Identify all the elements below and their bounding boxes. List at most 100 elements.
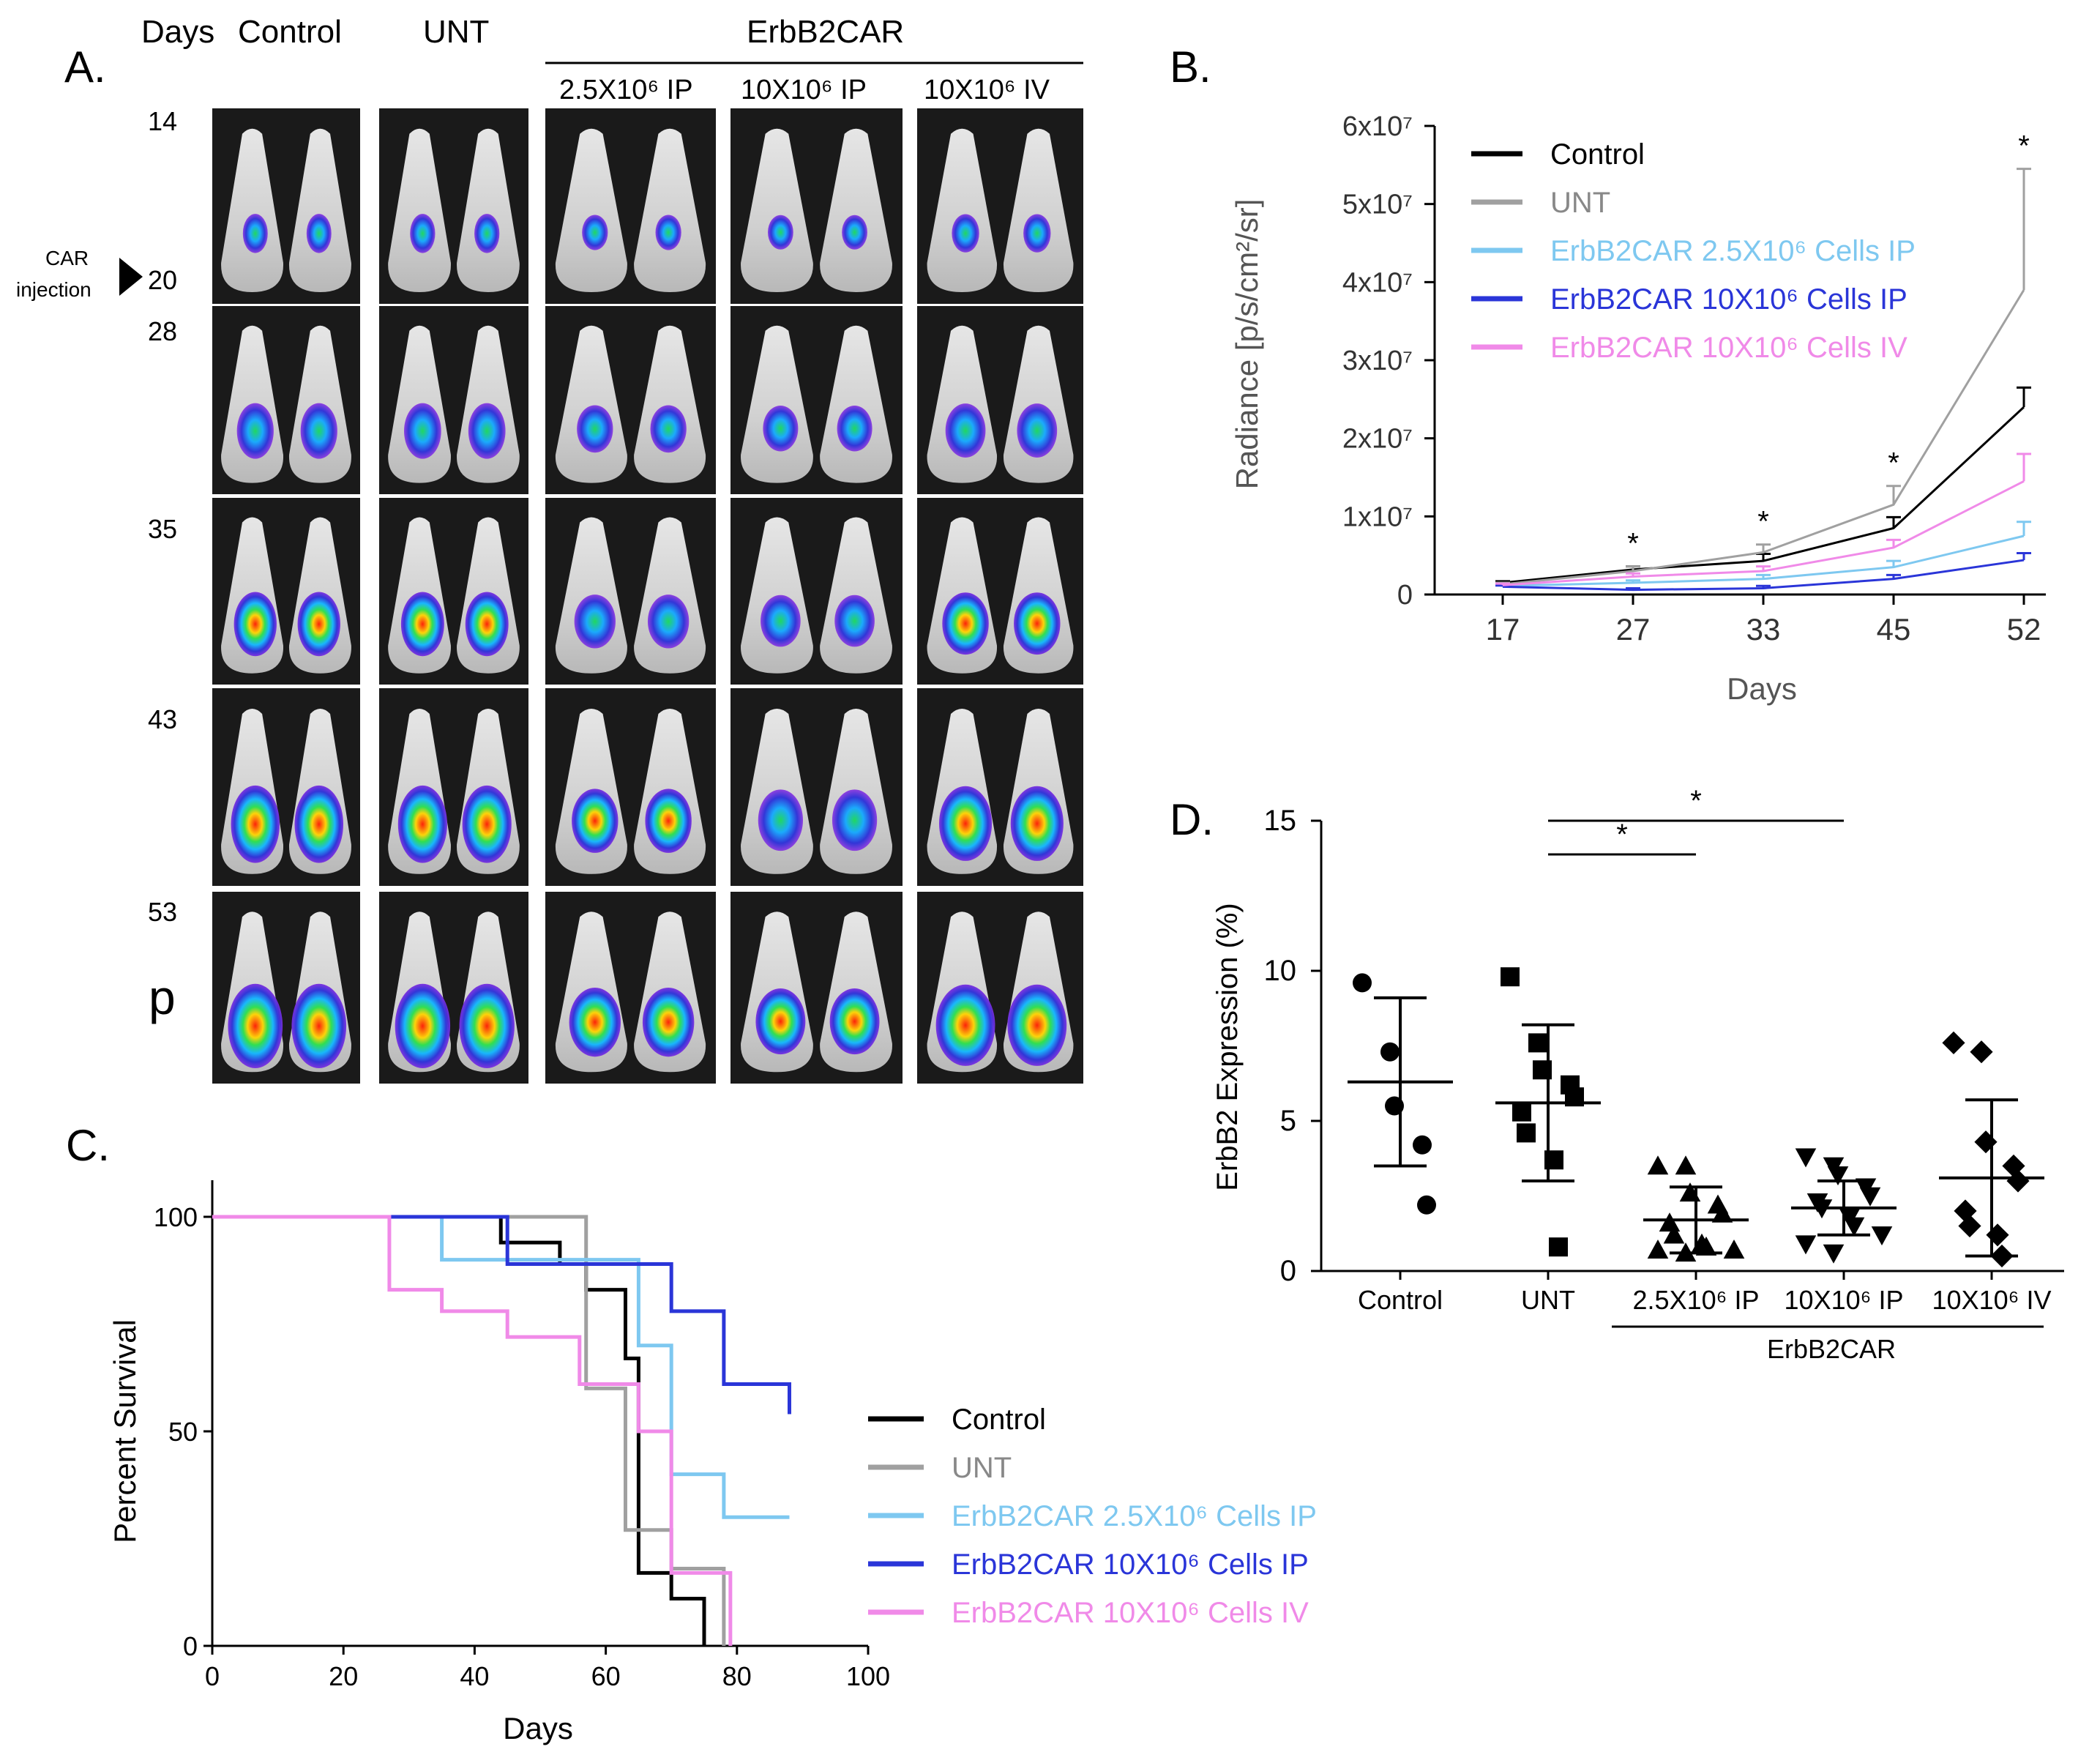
luminescence-signal [1014, 592, 1061, 655]
luminescence-signal [242, 214, 268, 253]
radiance-y-tick-label: 1x10⁷ [1342, 502, 1413, 532]
expression-x-tick-label: Control [1358, 1285, 1443, 1315]
luminescence-signal [763, 406, 799, 452]
survival-x-axis-label: Days [503, 1711, 573, 1745]
luminescence-signal [768, 215, 793, 250]
radiance-x-tick-label: 27 [1616, 612, 1651, 646]
data-point-square [1501, 967, 1520, 987]
data-point-square [1528, 1033, 1547, 1053]
expression-x-tick-label: UNT [1521, 1285, 1575, 1315]
luminescence-signal [1023, 214, 1051, 253]
data-point-diamond [1958, 1214, 1981, 1238]
data-point-triangle-down [1827, 1166, 1849, 1186]
luminescence-signal [228, 983, 283, 1069]
subgroup-header-iv10: 10X10⁶ IV [924, 75, 1050, 105]
luminescence-signal [395, 983, 451, 1069]
radiance-chart: Radiance [p/s/cm²/sr] Days Control UNT Erb… [1230, 111, 2046, 706]
survival-chart: Percent Survival Days Control UNT ErbB2CAR… [108, 1180, 1317, 1745]
data-point-square [1549, 1237, 1568, 1257]
data-point-diamond [2002, 1154, 2025, 1178]
luminescence-signal [300, 403, 337, 459]
luminescence-signal [231, 785, 280, 863]
survival-y-axis-label: Percent Survival [108, 1319, 142, 1543]
luminescence-signal [642, 988, 695, 1057]
expression-y-tick-label: 15 [1264, 805, 1297, 837]
mouse-silhouette [221, 128, 284, 292]
significance-star: * [1690, 785, 1702, 817]
luminescence-signal [569, 988, 621, 1057]
mouse-silhouette [388, 128, 451, 292]
radiance-y-tick-label: 4x10⁷ [1342, 267, 1413, 298]
radiance-significance-star: * [1888, 447, 1899, 480]
luminescence-signal [306, 214, 332, 253]
data-point-diamond [1974, 1130, 1998, 1154]
data-point-triangle-up [1663, 1224, 1685, 1244]
radiance-x-axis-label: Days [1727, 671, 1797, 706]
data-point-triangle-up [1647, 1155, 1669, 1175]
radiance-legend-label: UNT [1550, 187, 1610, 219]
survival-x-tick-label: 80 [722, 1661, 752, 1691]
survival-legend-label: ErbB2CAR 10X10⁶ Cells IP [952, 1548, 1309, 1581]
mouse-silhouette [288, 128, 351, 292]
data-point-diamond [1954, 1199, 1977, 1223]
luminescence-signal [574, 594, 616, 649]
survival-series-line [212, 1215, 733, 1646]
data-point-triangle-up [1723, 1240, 1745, 1259]
mouse-silhouette [820, 325, 892, 483]
survival-legend-label: UNT [952, 1452, 1012, 1484]
survival-x-tick-label: 40 [460, 1661, 489, 1691]
significance-star: * [1616, 819, 1628, 851]
luminescence-signal [294, 785, 344, 863]
survival-y-tick-label: 0 [183, 1631, 198, 1661]
car-marker-line2: injection [16, 278, 91, 301]
luminescence-signal [655, 215, 681, 250]
luminescence-signal [829, 988, 880, 1055]
car-injection-arrow-icon [119, 258, 143, 296]
radiance-x-tick-label: 33 [1746, 612, 1781, 646]
survival-y-tick-label: 50 [168, 1417, 198, 1447]
luminescence-signal [297, 592, 340, 657]
luminescence-signal [236, 403, 274, 459]
mouse-silhouette [555, 128, 627, 292]
luminescence-signal [645, 789, 692, 853]
luminescence-signal [233, 592, 277, 657]
expression-y-axis-label: ErbB2 Expression (%) [1211, 903, 1244, 1190]
data-point-triangle-up [1675, 1155, 1697, 1175]
data-point-diamond [1942, 1031, 1965, 1054]
radiance-legend-label: Control [1550, 138, 1645, 171]
luminescence-signal [832, 789, 878, 851]
radiance-y-tick-label: 6x10⁷ [1342, 111, 1413, 142]
radiance-y-tick-label: 2x10⁷ [1342, 424, 1413, 455]
imaging-grid [212, 108, 1083, 1084]
mouse-silhouette [741, 325, 813, 483]
luminescence-signal [572, 789, 619, 853]
subgroup-header-ip10: 10X10⁶ IP [741, 75, 867, 105]
radiance-significance-star: * [1627, 528, 1639, 560]
day-label-20: 20 [148, 265, 177, 295]
radiance-legend-label: ErbB2CAR 10X10⁶ Cells IP [1550, 283, 1907, 316]
data-point-diamond [1970, 1040, 1993, 1064]
radiance-y-tick-label: 3x10⁷ [1342, 346, 1413, 376]
data-point-triangle-down [1871, 1226, 1893, 1246]
data-point-triangle-down [1843, 1217, 1865, 1237]
data-point-triangle-up [1679, 1182, 1701, 1202]
data-point-triangle-down [1859, 1187, 1881, 1207]
luminescence-signal [761, 594, 801, 647]
expression-x-tick-label: 10X10⁶ IP [1785, 1285, 1904, 1315]
luminescence-signal [1017, 403, 1058, 458]
luminescence-signal [397, 785, 447, 863]
luminescence-signal [577, 405, 613, 453]
luminescence-signal [942, 592, 989, 655]
luminescence-signal [410, 214, 436, 253]
expression-x-tick-label: 2.5X10⁶ IP [1633, 1285, 1760, 1315]
survival-x-tick-label: 100 [846, 1661, 890, 1691]
car-marker-line1: CAR [45, 247, 89, 269]
data-point-triangle-up [1647, 1240, 1669, 1259]
expression-x-tick-label: 10X10⁶ IV [1932, 1285, 2052, 1315]
radiance-x-tick-label: 17 [1486, 612, 1520, 646]
data-point-circle [1380, 1042, 1400, 1062]
data-point-circle [1413, 1135, 1432, 1155]
data-point-circle [1417, 1195, 1436, 1215]
mouse-silhouette [1003, 128, 1074, 292]
